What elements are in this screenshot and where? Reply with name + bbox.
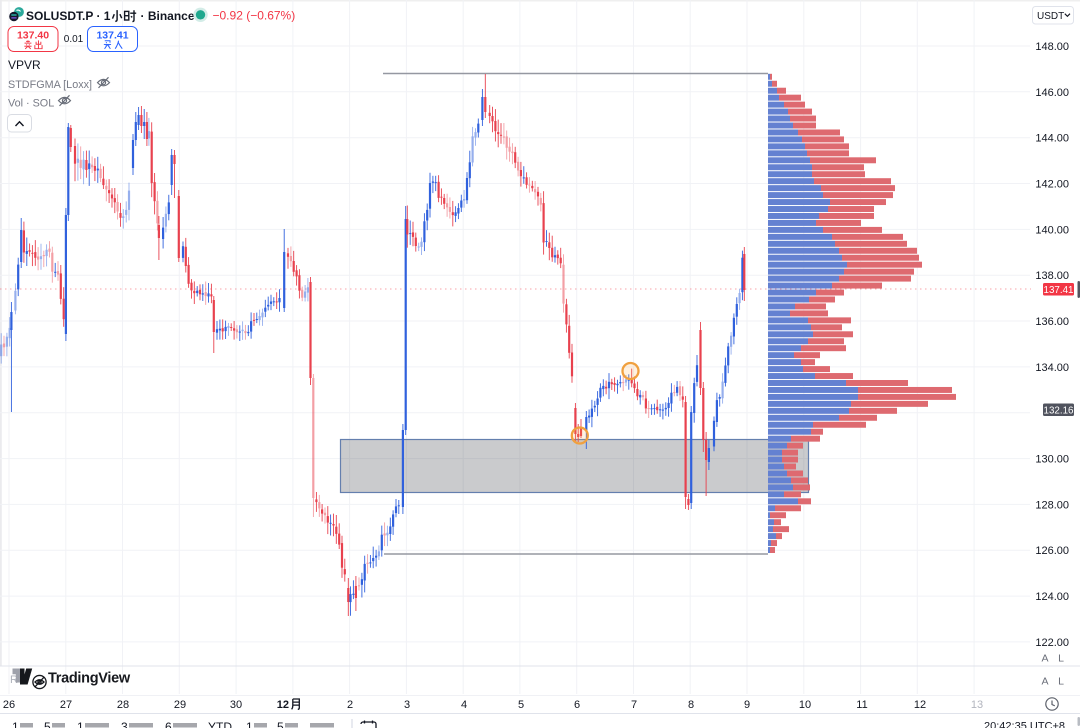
- svg-text:12: 12: [277, 699, 289, 711]
- svg-text:134.00: 134.00: [1035, 362, 1069, 374]
- svg-text:7: 7: [631, 699, 637, 711]
- svg-text:126.00: 126.00: [1035, 545, 1069, 557]
- svg-text:12: 12: [914, 699, 926, 711]
- svg-text:6: 6: [574, 699, 580, 711]
- svg-text:L: L: [1058, 676, 1064, 688]
- svg-text:20:42:35 UTC+8: 20:42:35 UTC+8: [984, 721, 1065, 728]
- svg-text:128.00: 128.00: [1035, 499, 1069, 511]
- svg-text:142.00: 142.00: [1035, 179, 1069, 191]
- svg-text:146.00: 146.00: [1035, 87, 1069, 99]
- svg-text:1: 1: [12, 720, 19, 728]
- svg-text:137.40: 137.40: [17, 30, 49, 42]
- svg-text:26: 26: [3, 699, 15, 711]
- svg-text:L: L: [1058, 653, 1064, 665]
- svg-text:STDFGMA [Loxx]: STDFGMA [Loxx]: [8, 79, 92, 91]
- svg-text:27: 27: [60, 699, 72, 711]
- svg-text:137.41: 137.41: [96, 30, 128, 42]
- svg-text:VPVR: VPVR: [8, 58, 41, 72]
- svg-text:4: 4: [461, 699, 467, 711]
- svg-text:144.00: 144.00: [1035, 133, 1069, 145]
- svg-text:3: 3: [404, 699, 410, 711]
- svg-text:5: 5: [44, 720, 51, 728]
- svg-text:8: 8: [688, 699, 694, 711]
- svg-text:SOLUSDT.P · 1: SOLUSDT.P · 1: [26, 9, 111, 23]
- svg-text:0.01: 0.01: [64, 34, 84, 45]
- svg-text:136.00: 136.00: [1035, 316, 1069, 328]
- svg-text:148.00: 148.00: [1035, 41, 1069, 53]
- svg-text:YTD: YTD: [208, 720, 232, 728]
- svg-text:124.00: 124.00: [1035, 591, 1069, 603]
- svg-text:30: 30: [230, 699, 242, 711]
- svg-text:11: 11: [856, 699, 867, 711]
- svg-text:6: 6: [165, 720, 172, 728]
- svg-text:140.00: 140.00: [1035, 224, 1069, 236]
- svg-text:· Binance: · Binance: [141, 9, 195, 23]
- svg-text:5: 5: [518, 699, 524, 711]
- svg-text:9: 9: [744, 699, 750, 711]
- svg-text:5: 5: [277, 720, 284, 728]
- svg-text:138.00: 138.00: [1035, 270, 1069, 282]
- svg-text:130.00: 130.00: [1035, 454, 1069, 466]
- svg-text:122.00: 122.00: [1035, 637, 1069, 649]
- svg-text:28: 28: [117, 699, 129, 711]
- svg-text:2: 2: [347, 699, 353, 711]
- svg-text:−0.92 (−0.67%): −0.92 (−0.67%): [213, 8, 296, 22]
- svg-text:13: 13: [971, 699, 983, 711]
- svg-text:132.16: 132.16: [1044, 405, 1075, 416]
- svg-text:1: 1: [246, 720, 253, 728]
- svg-text:29: 29: [174, 699, 186, 711]
- svg-text:1: 1: [77, 720, 84, 728]
- svg-text:10: 10: [799, 699, 811, 711]
- svg-text:TradingView: TradingView: [48, 671, 131, 687]
- svg-text:A: A: [1041, 653, 1048, 665]
- svg-text:3: 3: [121, 720, 128, 728]
- svg-text:Vol · SOL: Vol · SOL: [8, 98, 54, 110]
- svg-text:137.41: 137.41: [1044, 285, 1074, 296]
- svg-text:USDT: USDT: [1037, 11, 1064, 22]
- svg-text:A: A: [1041, 676, 1048, 688]
